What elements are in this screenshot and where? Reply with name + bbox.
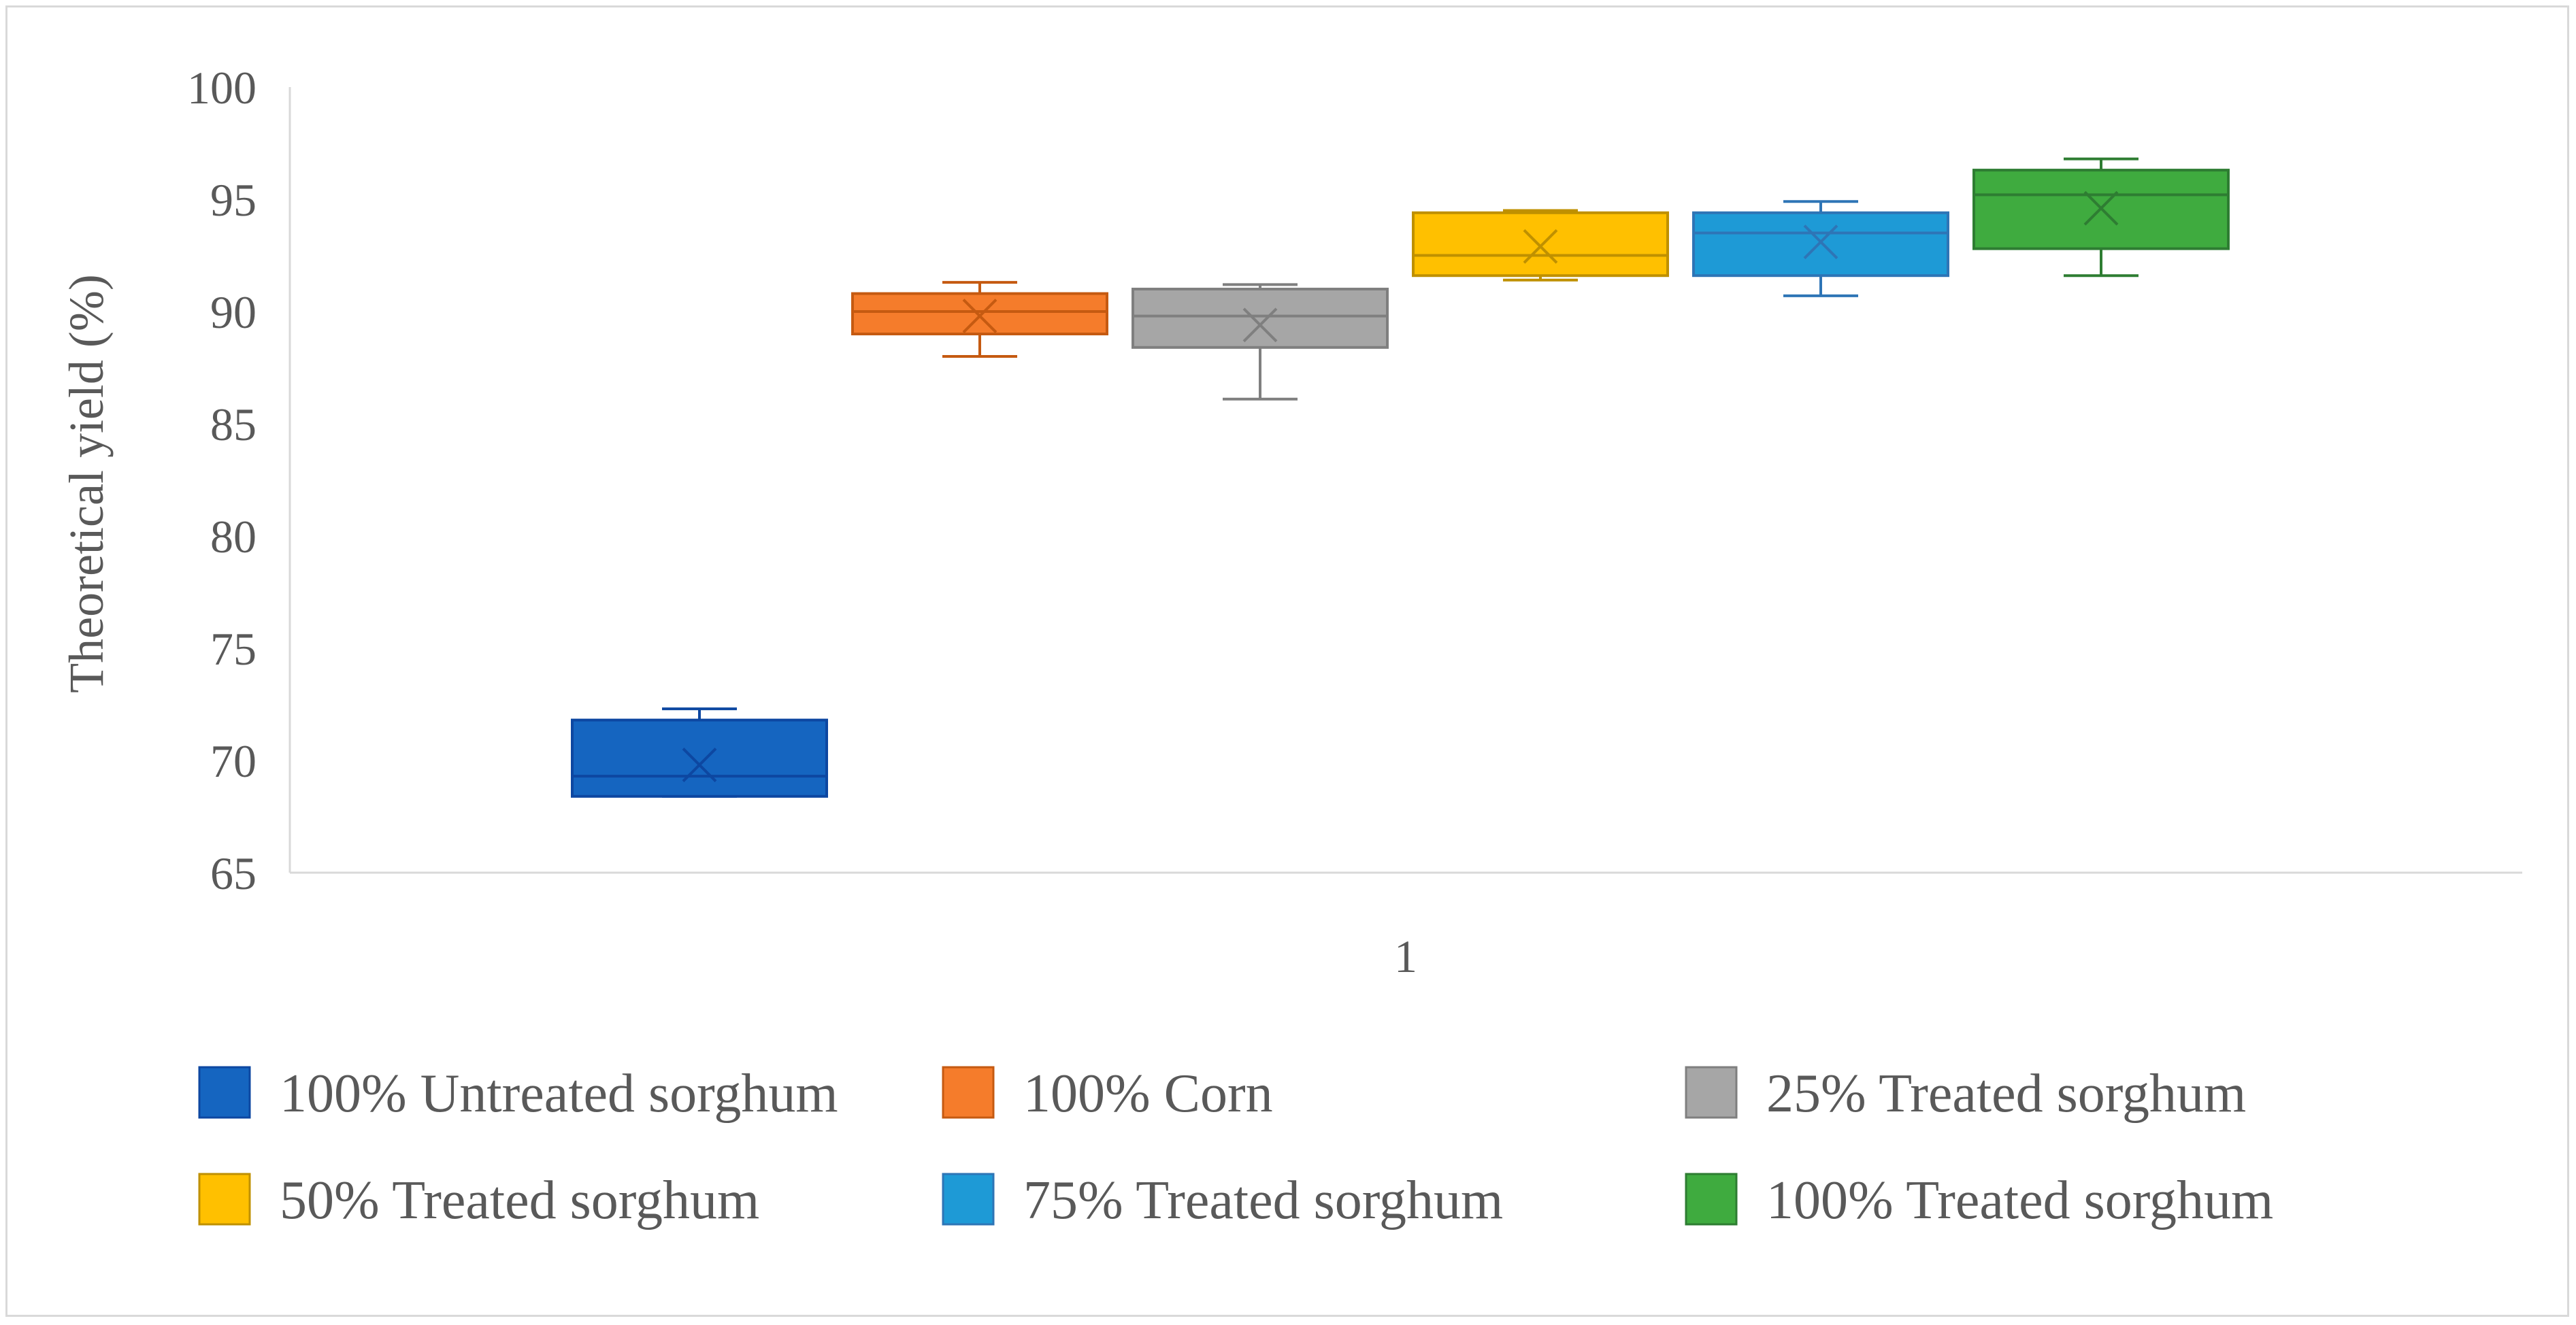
box-3 xyxy=(1132,283,1389,401)
mean-marker-stroke xyxy=(1242,307,1278,343)
box-4 xyxy=(1412,209,1669,282)
legend-swatch xyxy=(198,1066,251,1119)
legend-swatch xyxy=(942,1173,995,1226)
box-plot-chart: Theoretical yield (%) 1 65 70 75 80 85 90 95 10… xyxy=(59,62,2522,1230)
box-iqr xyxy=(571,718,828,798)
legend-label: 50% Treated sorghum xyxy=(280,1171,759,1230)
box-5 xyxy=(1692,200,1949,297)
mean-marker xyxy=(1242,307,1278,343)
legend-label: 75% Treated sorghum xyxy=(1023,1171,1503,1230)
box-6 xyxy=(1972,157,2230,278)
mean-marker-stroke xyxy=(2083,190,2119,226)
legend-item: 25% Treated sorghum xyxy=(1685,1064,2246,1124)
box-iqr xyxy=(1132,288,1389,349)
legend-item: 100% Treated sorghum xyxy=(1685,1171,2273,1230)
x-category-label: 1 xyxy=(1394,930,1417,982)
box-series xyxy=(571,157,2230,798)
y-tick-label: 90 xyxy=(210,286,257,338)
legend-item: 100% Untreated sorghum xyxy=(198,1064,838,1124)
y-tick-label: 95 xyxy=(210,174,257,226)
y-tick-label: 80 xyxy=(210,511,257,563)
axes: Theoretical yield (%) 1 xyxy=(59,87,2522,982)
legend-swatch xyxy=(198,1173,251,1226)
legend-label: 100% Treated sorghum xyxy=(1766,1171,2273,1230)
box-1 xyxy=(571,707,828,798)
legend-swatch xyxy=(1685,1066,1738,1119)
legend-item: 50% Treated sorghum xyxy=(198,1171,759,1230)
mean-marker-stroke xyxy=(682,748,717,783)
legend-item: 75% Treated sorghum xyxy=(942,1171,1503,1230)
mean-marker xyxy=(1523,229,1558,264)
mean-marker xyxy=(2083,190,2119,226)
mean-marker xyxy=(962,299,997,334)
legend: 100% Untreated sorghum 100% Corn 25% Treat… xyxy=(198,1064,2273,1230)
y-tick-label: 75 xyxy=(210,623,257,675)
mean-marker-stroke xyxy=(962,299,997,334)
legend-swatch xyxy=(1685,1173,1738,1226)
box-2 xyxy=(851,281,1108,358)
mean-marker xyxy=(682,748,717,783)
box-iqr xyxy=(851,292,1108,336)
y-tick-label: 70 xyxy=(210,735,257,787)
mean-marker-stroke xyxy=(1803,224,1838,260)
box-iqr xyxy=(1412,211,1669,278)
legend-label: 25% Treated sorghum xyxy=(1766,1064,2246,1124)
y-tick-label: 65 xyxy=(210,848,257,899)
y-tick-label: 100 xyxy=(187,62,257,114)
mean-marker-stroke xyxy=(1523,229,1558,264)
mean-marker xyxy=(1803,224,1838,260)
legend-label: 100% Untreated sorghum xyxy=(280,1064,838,1124)
legend-label: 100% Corn xyxy=(1023,1064,1273,1124)
y-tick-label: 85 xyxy=(210,399,257,450)
legend-swatch xyxy=(942,1066,995,1119)
y-tick-labels: 65 70 75 80 85 90 95 100 xyxy=(187,62,257,899)
box-iqr xyxy=(1692,211,1949,278)
chart-frame: Theoretical yield (%) 1 65 70 75 80 85 90 95 10… xyxy=(5,5,2569,1317)
legend-item: 100% Corn xyxy=(942,1064,1273,1124)
y-axis-title: Theoretical yield (%) xyxy=(59,274,114,693)
